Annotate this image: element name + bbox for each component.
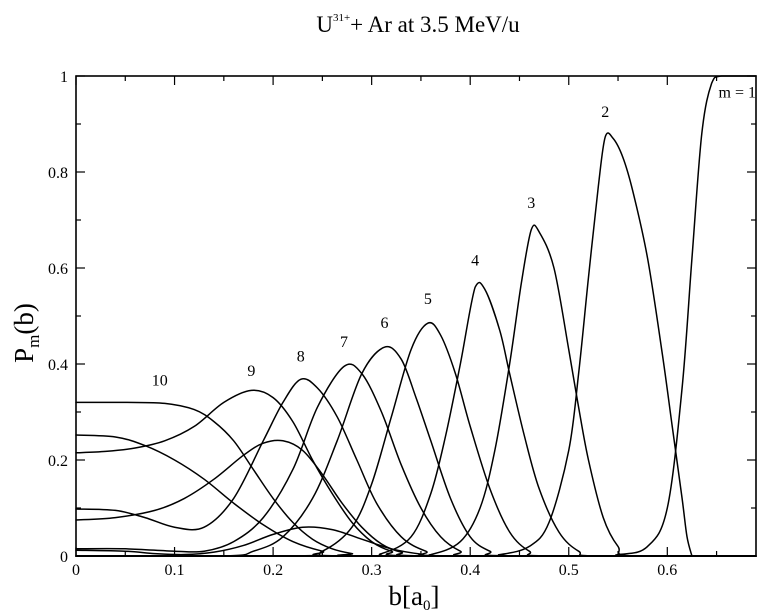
series-line-5: [75, 321, 757, 557]
curve-label: 10: [152, 373, 168, 390]
curve-label: 2: [601, 104, 609, 121]
title-rest: + Ar at 3.5 MeV/u: [350, 12, 520, 37]
y-tick-label: 0.4: [48, 357, 68, 374]
curve-label: 4: [471, 253, 479, 270]
series-line-unlabeled-11: [75, 439, 757, 557]
curve-label: 8: [297, 349, 305, 366]
y-tick-label: 0.6: [48, 261, 68, 278]
series-line-m1: [75, 75, 757, 557]
x-axis-label-close: ]: [430, 581, 439, 611]
curve-label: 6: [380, 315, 388, 332]
y-axis-label-rest: (b): [9, 303, 39, 334]
x-axis-label-sub: 0: [423, 598, 431, 614]
chart-title: U31++ Ar at 3.5 MeV/u: [316, 12, 520, 37]
x-axis-label-main: b[a: [389, 581, 423, 611]
y-tick-label: 1: [60, 69, 68, 86]
axis-ticks: 0 0.1 0.2 0.3 0.4 0.5 0.6 0 0.2 0.4 0.6 0.8 1: [48, 69, 756, 579]
series-line-4: [75, 281, 757, 557]
curve-labels: m = 1 2 3 4 5 6 7 8 9 10: [152, 85, 756, 390]
y-tick-label: 0.2: [48, 453, 68, 470]
series-line-2: [75, 132, 693, 557]
series-line-8: [75, 378, 757, 557]
x-tick-label: 0.2: [263, 562, 283, 579]
title-ion: U: [316, 12, 333, 37]
series-line-unlabeled-10: [75, 434, 757, 557]
curve-label: 3: [527, 195, 535, 212]
title-charge: 31+: [333, 12, 350, 24]
x-tick-label: 0.1: [165, 562, 185, 579]
y-tick-label: 0.8: [48, 165, 68, 182]
x-tick-label: 0.5: [559, 562, 579, 579]
curve-label: 9: [247, 363, 255, 380]
curve-label: 5: [424, 291, 432, 308]
curve-label: 7: [340, 334, 348, 351]
series-line-10: [75, 401, 757, 557]
series-line-7: [75, 363, 757, 557]
y-tick-label: 0: [60, 549, 68, 566]
x-tick-label: 0.3: [362, 562, 382, 579]
x-tick-label: 0.6: [657, 562, 677, 579]
series-curves: [75, 75, 757, 557]
plot-frame: [75, 75, 757, 557]
y-axis-label-sub: m: [24, 335, 43, 348]
series-line-3: [75, 224, 757, 557]
x-tick-label: 0: [72, 562, 80, 579]
series-line-9: [75, 389, 757, 557]
curve-label: m = 1: [719, 85, 756, 102]
x-axis-label: b[a0]: [389, 581, 440, 614]
series-line-6: [75, 345, 757, 557]
y-axis-label: Pm(b): [9, 303, 43, 363]
y-axis-label-main: P: [9, 348, 39, 363]
x-tick-label: 0.4: [460, 562, 480, 579]
